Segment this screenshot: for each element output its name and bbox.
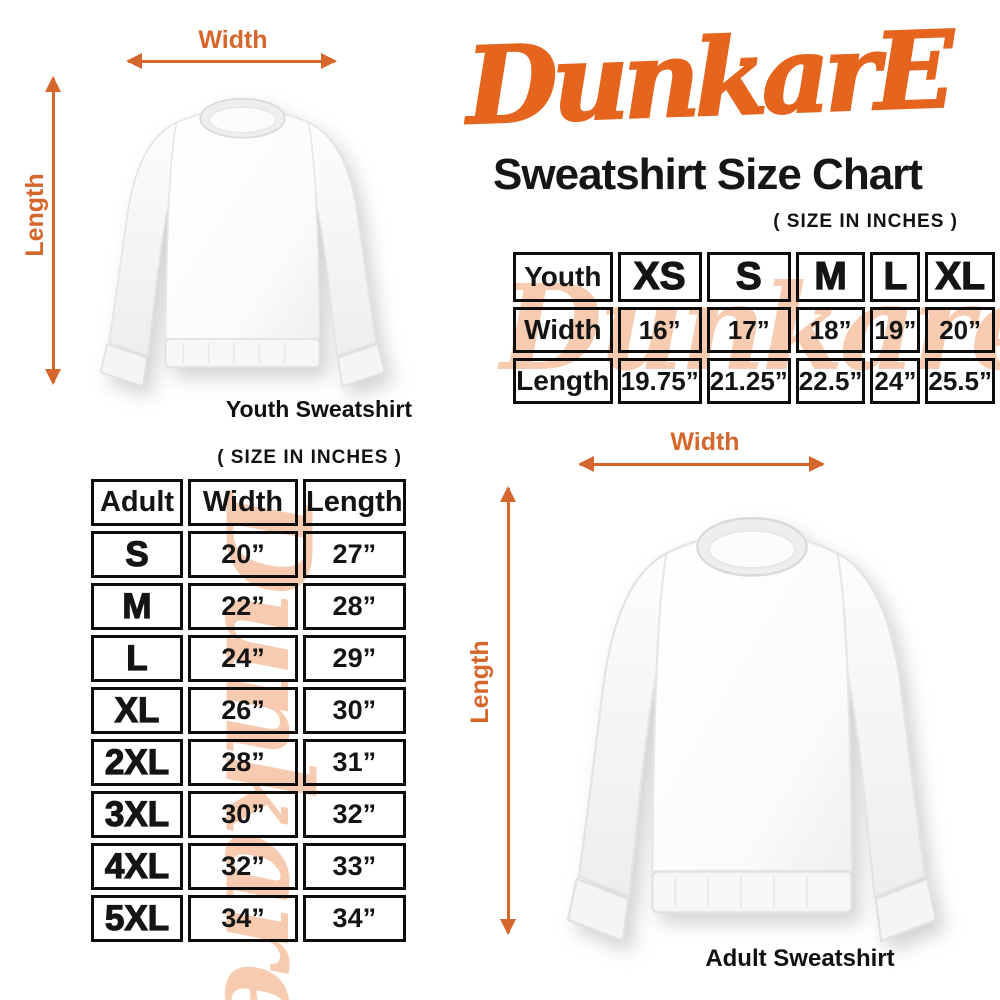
table-cell: 20” — [925, 307, 995, 353]
youth-length-arrow-icon — [45, 76, 61, 385]
table-cell: 19” — [870, 307, 921, 353]
table-cell: 30” — [188, 791, 298, 838]
youth-length-row: Length 19.75” 21.25” 22.5” 24” 25.5” — [513, 358, 995, 404]
youth-table-header-row: Youth XS S M L XL — [513, 252, 995, 302]
table-cell: 28” — [188, 739, 298, 786]
youth-col-xs: XS — [617, 252, 702, 302]
adult-size-table: Adult Width Length S 20” 27” M 22” 28” L… — [86, 474, 411, 947]
table-cell: 32” — [188, 843, 298, 890]
table-cell: 30” — [303, 687, 406, 734]
youth-sweatshirt-image — [99, 97, 386, 388]
table-cell: 31” — [303, 739, 406, 786]
table-cell: 18” — [795, 307, 866, 353]
table-cell: 16” — [617, 307, 702, 353]
adult-row-l: L 24” 29” — [91, 635, 406, 682]
adult-sweatshirt-image — [566, 517, 938, 943]
youth-col-xl: XL — [925, 252, 995, 302]
adult-col-width: Width — [188, 479, 298, 526]
youth-col-m: M — [795, 252, 866, 302]
table-cell: 22” — [188, 583, 298, 630]
adult-col-length: Length — [303, 479, 406, 526]
adult-row-xl: XL 26” 30” — [91, 687, 406, 734]
adult-row-m: M 22” 28” — [91, 583, 406, 630]
adult-size-m: M — [91, 583, 183, 630]
size-note-youth: ( SIZE IN INCHES ) — [773, 211, 958, 232]
youth-size-table: Youth XS S M L XL Width 16” 17” 18” 19” … — [508, 247, 1000, 409]
table-cell: 21.25” — [706, 358, 791, 404]
table-cell: 32” — [303, 791, 406, 838]
adult-table-header-row: Adult Width Length — [91, 479, 406, 526]
adult-length-label: Length — [466, 640, 494, 724]
adult-width-label: Width — [670, 428, 740, 456]
youth-width-label: Width — [198, 26, 268, 54]
table-cell: 24” — [870, 358, 921, 404]
table-cell: 34” — [303, 895, 406, 942]
adult-size-s: S — [91, 531, 183, 578]
table-cell: 27” — [303, 531, 406, 578]
adult-size-l: L — [91, 635, 183, 682]
adult-size-3xl: 3XL — [91, 791, 183, 838]
table-cell: 34” — [188, 895, 298, 942]
table-cell: 20” — [188, 531, 298, 578]
youth-length-label: Length — [21, 173, 49, 257]
table-cell: 29” — [303, 635, 406, 682]
brand-logo: DunkarE — [463, 6, 952, 150]
youth-length-row-label: Length — [513, 358, 613, 404]
youth-table-corner-cell: Youth — [513, 252, 613, 302]
adult-table-corner-cell: Adult — [91, 479, 183, 526]
size-note-adult: ( SIZE IN INCHES ) — [217, 447, 402, 468]
table-cell: 19.75” — [617, 358, 702, 404]
adult-row-2xl: 2XL 28” 31” — [91, 739, 406, 786]
youth-width-row: Width 16” 17” 18” 19” 20” — [513, 307, 995, 353]
table-cell: 26” — [188, 687, 298, 734]
adult-size-2xl: 2XL — [91, 739, 183, 786]
adult-length-arrow-icon — [500, 486, 516, 935]
adult-row-3xl: 3XL 30” 32” — [91, 791, 406, 838]
table-cell: 28” — [303, 583, 406, 630]
adult-width-arrow-icon — [578, 456, 825, 472]
table-cell: 33” — [303, 843, 406, 890]
adult-row-5xl: 5XL 34” 34” — [91, 895, 406, 942]
page-title: Sweatshirt Size Chart — [493, 150, 923, 199]
youth-col-s: S — [706, 252, 791, 302]
adult-row-4xl: 4XL 32” 33” — [91, 843, 406, 890]
youth-col-l: L — [870, 252, 921, 302]
table-cell: 25.5” — [925, 358, 995, 404]
table-cell: 24” — [188, 635, 298, 682]
adult-size-5xl: 5XL — [91, 895, 183, 942]
youth-width-row-label: Width — [513, 307, 613, 353]
adult-caption: Adult Sweatshirt — [705, 945, 895, 972]
table-cell: 22.5” — [795, 358, 866, 404]
adult-size-xl: XL — [91, 687, 183, 734]
youth-width-arrow-icon — [126, 53, 337, 69]
youth-caption: Youth Sweatshirt — [225, 396, 412, 422]
adult-size-4xl: 4XL — [91, 843, 183, 890]
table-cell: 17” — [706, 307, 791, 353]
adult-row-s: S 20” 27” — [91, 531, 406, 578]
